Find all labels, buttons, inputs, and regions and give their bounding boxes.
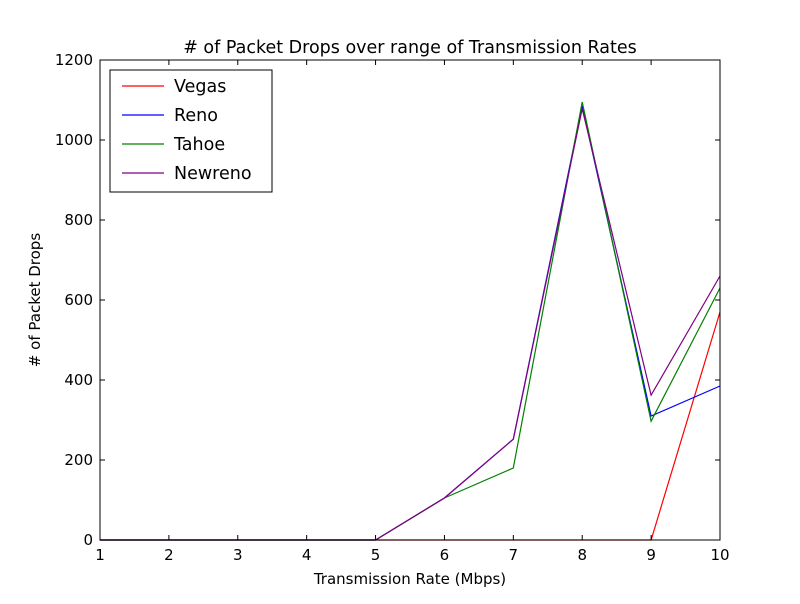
x-tick-label: 3 bbox=[233, 546, 243, 564]
legend-label: Newreno bbox=[174, 164, 252, 184]
legend-item: Vegas bbox=[122, 77, 226, 97]
legend-label: Vegas bbox=[174, 77, 226, 97]
y-tick-label: 200 bbox=[64, 451, 93, 469]
y-tick-label: 1000 bbox=[55, 131, 93, 149]
x-tick-label: 4 bbox=[302, 546, 312, 564]
chart-title: # of Packet Drops over range of Transmis… bbox=[183, 38, 637, 58]
y-tick-label: 800 bbox=[64, 211, 93, 229]
legend-item: Reno bbox=[122, 106, 218, 126]
y-tick-label: 600 bbox=[64, 291, 93, 309]
x-axis-label: Transmission Rate (Mbps) bbox=[313, 570, 506, 588]
legend-label: Reno bbox=[174, 106, 218, 126]
x-tick-label: 7 bbox=[509, 546, 519, 564]
axis-ticks: 1 2 3 4 5 6 7 8 9 10 0 200 400 600 800 1000 1200 bbox=[55, 51, 730, 564]
x-tick-label: 2 bbox=[164, 546, 174, 564]
x-tick-label: 8 bbox=[577, 546, 587, 564]
series-line-vegas bbox=[100, 311, 721, 541]
y-tick-label: 0 bbox=[83, 531, 93, 549]
x-tick-label: 9 bbox=[646, 546, 656, 564]
x-tick-label: 6 bbox=[440, 546, 450, 564]
y-tick-label: 400 bbox=[64, 371, 93, 389]
y-axis-label: # of Packet Drops bbox=[26, 233, 44, 367]
legend: Vegas Reno Tahoe Newreno bbox=[109, 69, 273, 193]
y-tick-label: 1200 bbox=[55, 51, 93, 69]
x-tick-label: 5 bbox=[371, 546, 381, 564]
legend-item: Newreno bbox=[122, 164, 252, 184]
legend-label: Tahoe bbox=[173, 135, 225, 155]
x-tick-label: 10 bbox=[710, 546, 729, 564]
legend-box bbox=[109, 69, 273, 193]
x-tick-label: 1 bbox=[95, 546, 105, 564]
legend-item: Tahoe bbox=[122, 135, 225, 155]
